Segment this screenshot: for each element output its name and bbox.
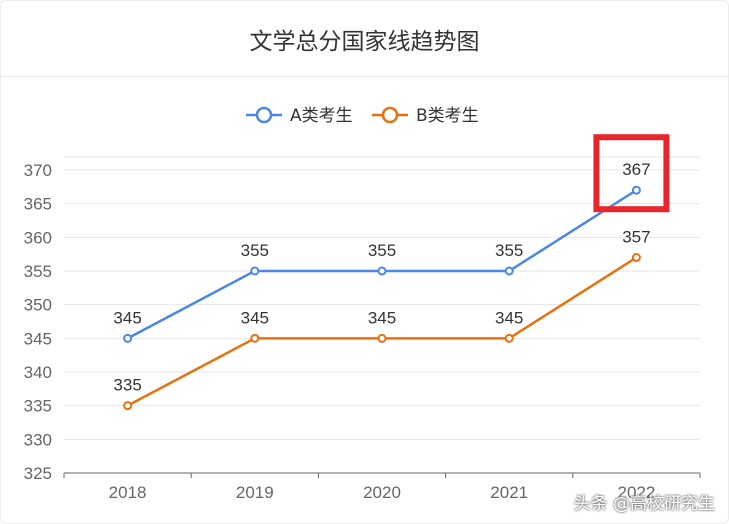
data-labels: 345 355 355 355 367 335 345 345 345 357	[113, 160, 650, 394]
data-label: 345	[368, 308, 396, 327]
y-tick-label: 370	[24, 161, 52, 180]
x-tick-label: 2018	[109, 483, 147, 502]
data-label: 357	[622, 228, 650, 247]
data-label: 355	[368, 241, 396, 260]
watermark-text: 头条 @高校研究生	[573, 494, 715, 514]
title-bar: 文学总分国家线趋势图	[0, 0, 729, 77]
x-tick-label: 2022	[617, 483, 655, 502]
y-tick-label: 350	[24, 296, 52, 315]
x-tick-label: 2021	[490, 483, 528, 502]
data-point[interactable]	[250, 266, 260, 276]
x-axis: 2018 2019 2020 2021 2022	[63, 472, 701, 502]
grid-lines	[64, 156, 700, 440]
data-label: 345	[241, 308, 269, 327]
y-tick-label: 360	[24, 228, 52, 247]
legend-marker	[255, 106, 273, 124]
y-tick-label: 365	[24, 195, 52, 214]
y-tick-label: 345	[24, 329, 52, 348]
y-tick-label: 330	[24, 430, 52, 449]
data-label: 335	[113, 376, 141, 395]
data-point[interactable]	[504, 333, 514, 343]
data-label: 355	[241, 241, 269, 260]
data-point[interactable]	[250, 333, 260, 343]
data-point[interactable]	[631, 185, 641, 195]
y-tick-label: 340	[24, 363, 52, 382]
x-tick-label: 2020	[363, 483, 401, 502]
legend-marker	[381, 106, 399, 124]
legend-item[interactable]: A类考生	[246, 106, 353, 126]
y-axis: 325 330 335 340 345 350 355 360 365 370	[24, 161, 52, 483]
legend[interactable]: A类考生 B类考生	[246, 106, 479, 126]
data-point[interactable]	[123, 401, 133, 411]
data-point[interactable]	[377, 333, 387, 343]
legend-label: B类考生	[416, 106, 479, 126]
y-tick-label: 335	[24, 397, 52, 416]
series-line	[127, 256, 638, 407]
data-point[interactable]	[504, 266, 514, 276]
x-tick-label: 2019	[236, 483, 274, 502]
data-point[interactable]	[631, 253, 641, 263]
data-label: 345	[113, 308, 141, 327]
data-label: 355	[495, 241, 523, 260]
y-tick-label: 325	[24, 464, 52, 483]
data-label: 345	[495, 308, 523, 327]
y-tick-label: 355	[24, 262, 52, 281]
highlight-box	[593, 134, 670, 213]
data-point[interactable]	[123, 333, 133, 343]
series-group	[123, 185, 641, 411]
chart-title: 文学总分国家线趋势图	[249, 29, 480, 55]
data-point[interactable]	[377, 266, 387, 276]
data-label: 367	[622, 160, 650, 179]
highlight-group	[593, 134, 670, 213]
legend-item[interactable]: B类考生	[372, 106, 479, 126]
legend-label: A类考生	[290, 106, 353, 126]
